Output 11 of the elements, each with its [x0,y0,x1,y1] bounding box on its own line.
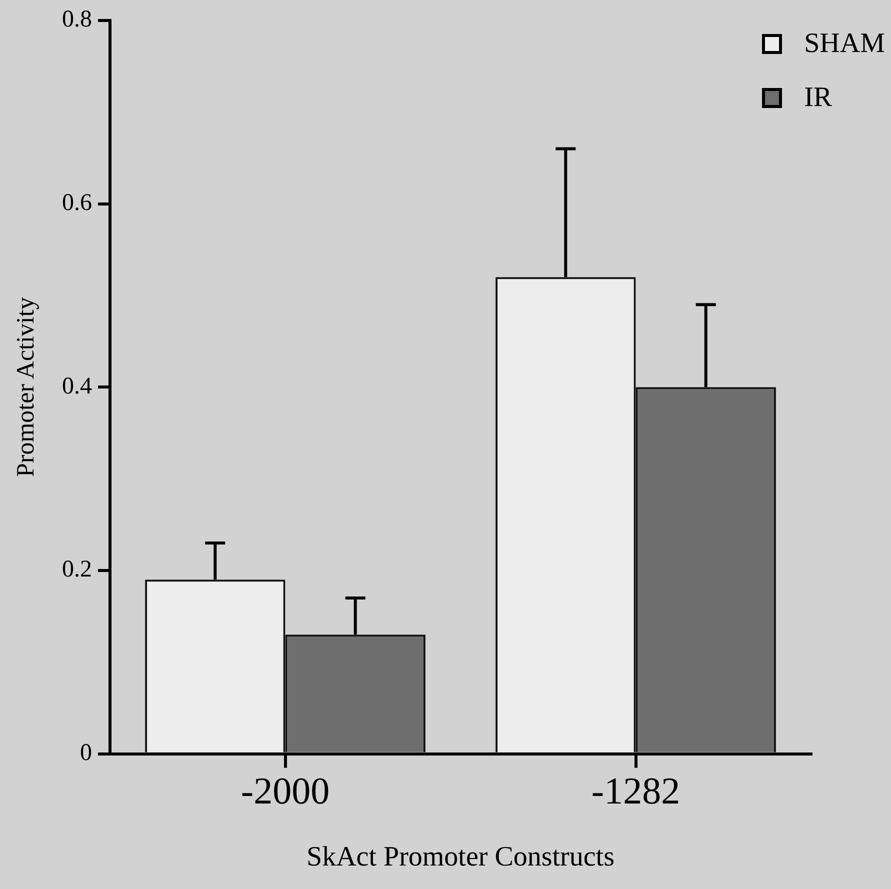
y-tick-label: 0.2 [62,556,92,583]
x-tick-label: -2000 [240,770,330,813]
legend-label: IR [804,82,832,114]
y-tick-label: 0.8 [62,6,92,33]
y-axis-title: Promoter Activity [12,296,40,478]
y-tick-label: 0 [80,740,92,766]
legend-label: SHAM [804,28,885,60]
x-tick-label: -1282 [591,770,680,813]
y-tick-label: 0.4 [62,373,92,400]
x-axis-title: SkAct Promoter Constructs [306,842,614,873]
y-tick-label: 0.6 [62,190,92,216]
